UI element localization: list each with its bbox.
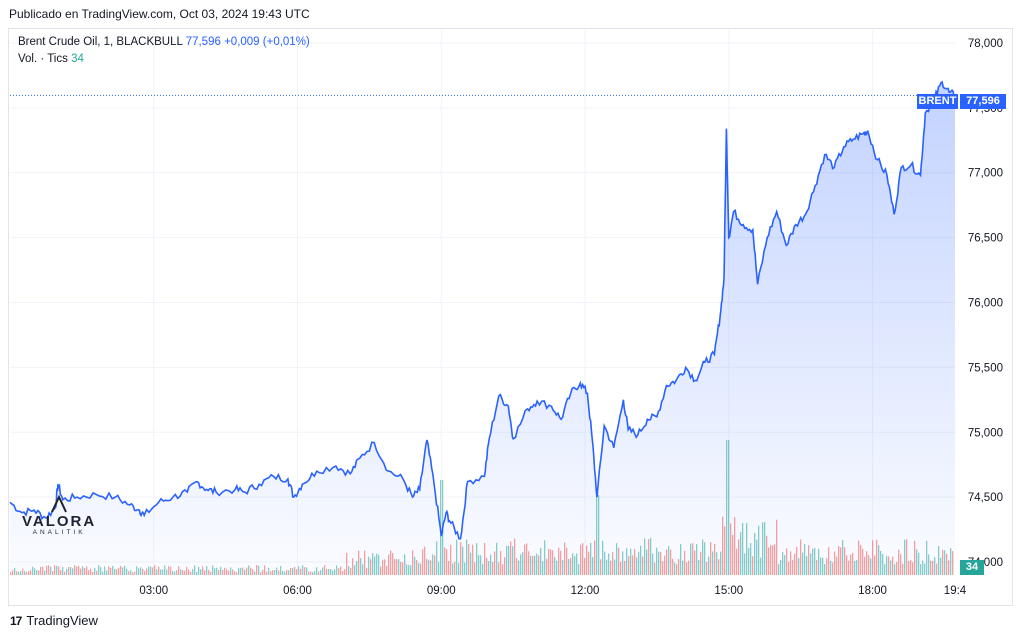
tradingview-footer[interactable]: 17 TradingView — [10, 613, 98, 628]
chart-frame — [8, 28, 1013, 606]
published-caption: Publicado en TradingView.com, Oct 03, 20… — [9, 7, 310, 21]
y-tick-label: 78,000 — [968, 38, 1003, 50]
tradingview-icon: 17 — [10, 613, 22, 628]
y-tick-label: 75,500 — [968, 362, 1003, 374]
y-tick-label: 77,000 — [968, 168, 1003, 180]
x-tick-label: 03:00 — [139, 585, 168, 597]
last-price-tag: 77,596 — [960, 94, 1006, 109]
chart-legend: Brent Crude Oil, 1, BLACKBULL 77,596 +0,… — [18, 34, 310, 68]
price-line — [9, 80, 956, 540]
x-tick-label: 15:00 — [714, 585, 743, 597]
symbol-price-tag: BRENT — [917, 94, 958, 109]
y-tick-label: 74,500 — [968, 492, 1003, 504]
price-area — [10, 81, 955, 576]
tradingview-brand: TradingView — [26, 613, 98, 628]
x-tick-label: 19:4 — [944, 585, 967, 597]
valora-logo-name: VALORA — [22, 513, 97, 530]
price-chart[interactable]: 78,00077,50077,00076,50076,00075,50075,0… — [0, 0, 1024, 606]
y-axis[interactable]: 78,00077,50077,00076,50076,00075,50075,0… — [968, 38, 1003, 569]
volume-label[interactable]: Vol. · Tics — [18, 53, 68, 65]
volume-value: 34 — [71, 53, 84, 65]
x-tick-label: 12:00 — [571, 585, 600, 597]
x-axis[interactable]: 03:00 06:00 09:00 12:00 15:00 18:00 19:4 — [139, 585, 966, 597]
valora-logo-icon — [51, 495, 68, 513]
volume-tag: 34 — [960, 560, 984, 575]
symbol-title[interactable]: Brent Crude Oil, 1, BLACKBULL — [18, 36, 183, 48]
x-tick-label: 18:00 — [858, 585, 887, 597]
valora-logo-sub: ANALITIK — [32, 529, 86, 536]
x-tick-label: 09:00 — [427, 585, 456, 597]
legend-price: 77,596 — [185, 36, 221, 48]
y-tick-label: 76,000 — [968, 298, 1003, 310]
valora-logo: VALORA ANALITIK — [22, 495, 96, 536]
y-tick-label: 76,500 — [968, 233, 1003, 245]
x-tick-label: 06:00 — [283, 585, 312, 597]
y-tick-label: 75,000 — [968, 427, 1003, 439]
legend-change: +0,009 (+0,01%) — [224, 36, 310, 48]
